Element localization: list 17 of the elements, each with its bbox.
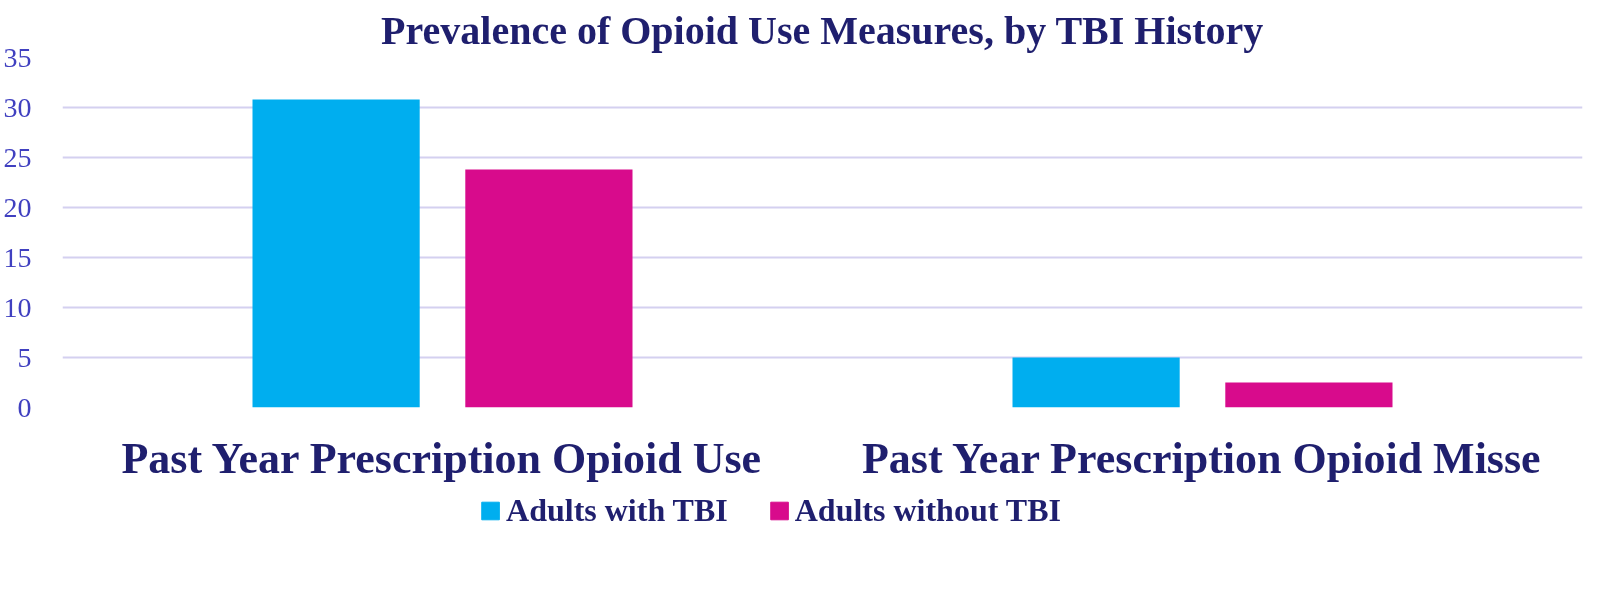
bar <box>252 99 420 408</box>
y-tick-label: 10 <box>3 291 32 323</box>
y-tick-label: 35 <box>3 41 32 73</box>
y-tick-label: 25 <box>3 141 32 173</box>
chart-title: Prevalence of Opioid Use Measures, by TBI History <box>381 7 1264 53</box>
bar <box>465 169 633 408</box>
y-tick-label: 0 <box>17 391 32 423</box>
y-tick-label: 5 <box>17 341 32 373</box>
bar <box>1012 357 1180 408</box>
y-tick-label: 30 <box>3 91 32 123</box>
bar <box>1225 382 1393 408</box>
x-tick-label: Past Year Prescription Opioid Misse <box>861 433 1541 483</box>
y-tick-label: 20 <box>3 191 32 223</box>
x-tick-label: Past Year Prescription Opioid Use <box>121 433 762 483</box>
legend-label: Adults without TBI <box>794 491 1061 529</box>
y-tick-label: 15 <box>3 241 32 273</box>
legend-label: Adults with TBI <box>506 491 728 529</box>
